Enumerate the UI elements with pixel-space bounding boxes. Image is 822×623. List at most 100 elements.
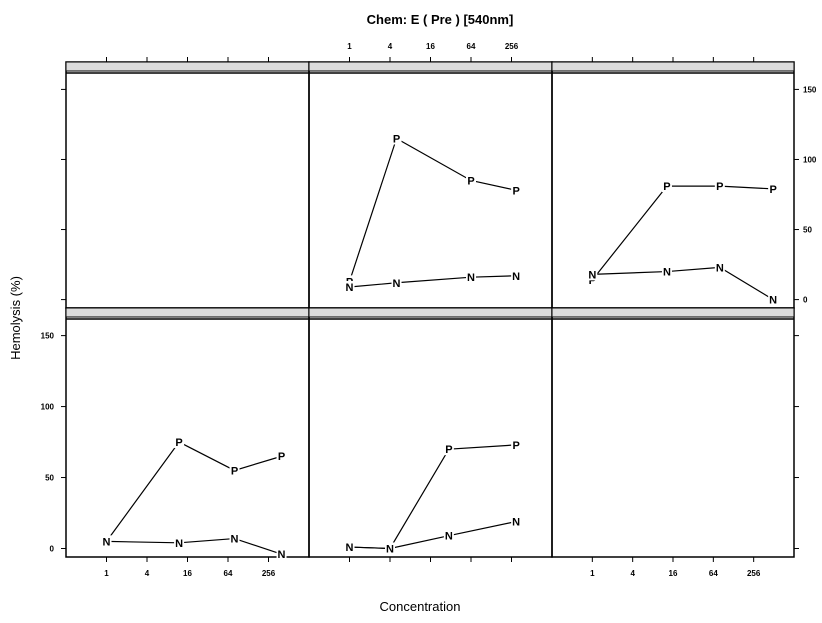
x-tick-label: 4 [388, 42, 393, 51]
marker-background [101, 535, 112, 548]
data-marker-p: P [769, 184, 776, 196]
data-marker-n: N [175, 538, 183, 550]
data-marker-n: N [386, 543, 394, 555]
marker-background [344, 541, 355, 554]
data-marker-n: N [588, 269, 596, 281]
marker-background [511, 515, 522, 528]
marker-background [443, 529, 454, 542]
axes-layer: 1 4 16 64 256 1 4 16 64 256 1 4 16 64 256 0 50 100 150 0 50 1… [41, 42, 817, 578]
panel-strip [65, 307, 310, 318]
x-tick-label: 1 [590, 569, 595, 578]
series-line-n [349, 520, 517, 550]
marker-background [768, 182, 779, 195]
marker-background [229, 532, 240, 545]
data-marker-n: N [103, 536, 111, 548]
marker-background [344, 280, 355, 293]
series-line-n [592, 266, 774, 301]
x-tick-label: 256 [747, 569, 761, 578]
series-line-p [349, 444, 517, 550]
marker-background [466, 174, 476, 187]
marker-background [511, 184, 522, 197]
panel-strip [308, 307, 553, 318]
panel-strip [551, 61, 795, 72]
marker-background [661, 265, 672, 278]
panel-frame [65, 307, 310, 558]
data-marker-n: N [512, 517, 520, 529]
data-marker-n: N [393, 278, 401, 290]
data-marker-p: P [512, 440, 519, 452]
marker-background [174, 436, 185, 449]
panel-frame [65, 61, 310, 309]
y-tick-label: 100 [41, 403, 55, 412]
data-marker-n: N [467, 272, 475, 284]
data-marker-n: N [716, 262, 724, 274]
x-tick-label: 1 [347, 42, 352, 51]
marker-background [714, 261, 725, 274]
y-tick-label: 50 [803, 226, 812, 235]
x-tick-label: 16 [669, 569, 678, 578]
data-marker-p: P [663, 181, 670, 193]
marker-background [768, 293, 779, 306]
data-marker-p: P [231, 465, 238, 477]
data-marker-p: P [445, 444, 452, 456]
marker-background [466, 271, 476, 284]
data-marker-n: N [512, 271, 520, 283]
data-marker-p: P [467, 175, 474, 187]
data-marker-p: P [716, 181, 723, 193]
y-axis-label: Hemolysis (%) [8, 276, 23, 360]
x-tick-label: 4 [630, 569, 635, 578]
marker-background [511, 269, 522, 282]
chart-title: Chem: E ( Pre ) [540nm] [367, 12, 514, 27]
data-marker-n: N [769, 295, 777, 307]
x-tick-label: 64 [467, 42, 476, 51]
data-marker-p: P [175, 437, 182, 449]
series-line-p [591, 185, 774, 281]
data-layer: PPPPNNNNPPPPNNNNPPPPNNNNPPPPNNNN [101, 132, 779, 561]
y-tick-label: 0 [50, 544, 55, 553]
x-tick-label: 16 [426, 42, 435, 51]
data-marker-n: N [231, 534, 239, 546]
marker-background [391, 276, 402, 289]
x-tick-label: 256 [505, 42, 519, 51]
data-marker-p: P [393, 133, 400, 145]
marker-background [661, 180, 672, 193]
x-tick-label: 1 [104, 569, 109, 578]
data-marker-n: N [346, 542, 354, 554]
y-tick-label: 50 [45, 474, 54, 483]
x-tick-label: 16 [183, 569, 192, 578]
panel-frame [551, 307, 795, 558]
marker-background [587, 268, 598, 281]
y-tick-label: 150 [803, 85, 817, 94]
series-line-n [349, 275, 517, 288]
x-tick-label: 64 [709, 569, 718, 578]
marker-background [714, 180, 725, 193]
marker-background [391, 132, 402, 145]
series-line-n [106, 537, 282, 555]
panel-frames [65, 61, 795, 558]
data-marker-n: N [278, 549, 286, 561]
marker-background [385, 542, 395, 555]
x-tick-label: 256 [262, 569, 276, 578]
x-axis-label: Concentration [380, 599, 461, 614]
marker-background [511, 438, 522, 451]
x-tick-label: 64 [224, 569, 233, 578]
marker-background [229, 464, 240, 477]
x-tick-label: 4 [145, 569, 150, 578]
data-marker-p: P [512, 185, 519, 197]
data-marker-n: N [445, 531, 453, 543]
y-tick-label: 150 [41, 332, 55, 341]
marker-background [276, 548, 287, 561]
data-marker-n: N [663, 267, 671, 279]
y-tick-label: 0 [803, 296, 808, 305]
marker-background [174, 536, 185, 549]
panel-strip [308, 61, 553, 72]
series-line-p [106, 441, 282, 542]
data-marker-n: N [346, 282, 354, 294]
marker-background [276, 450, 287, 463]
panel-strip [551, 307, 795, 318]
panel-strip [65, 61, 310, 72]
marker-background [443, 443, 454, 456]
data-marker-p: P [589, 275, 596, 287]
